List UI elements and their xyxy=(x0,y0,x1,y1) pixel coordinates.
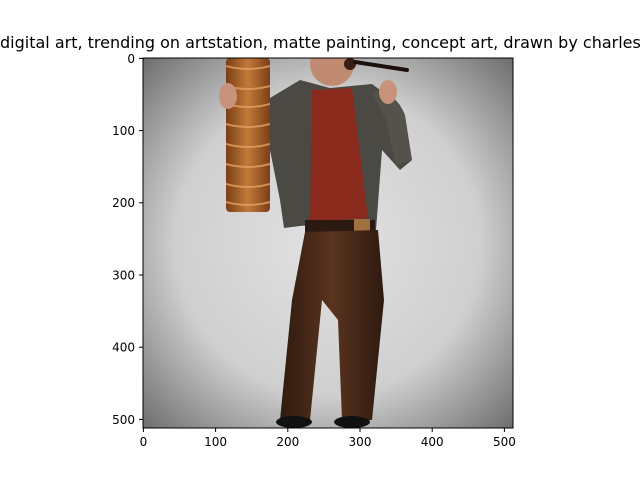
x-tick-label: 300 xyxy=(349,435,372,449)
x-tick-label: 500 xyxy=(493,435,516,449)
axes-frame xyxy=(142,57,514,429)
y-axis: 0 100 200 300 400 500 xyxy=(112,52,143,427)
y-tick-label: 300 xyxy=(112,268,135,282)
y-tick-label: 500 xyxy=(112,413,135,427)
figure-title: digital art, trending on artstation, mat… xyxy=(0,33,640,52)
shirt xyxy=(310,88,368,222)
wooden-stack xyxy=(225,58,271,212)
x-tick-label: 400 xyxy=(421,435,444,449)
y-tick-label: 0 xyxy=(127,52,135,66)
x-axis: 0 100 200 300 400 500 xyxy=(140,428,516,449)
y-tick-label: 400 xyxy=(112,341,135,355)
artwork-image xyxy=(143,58,513,428)
x-tick-label: 100 xyxy=(204,435,227,449)
x-tick-label: 200 xyxy=(276,435,299,449)
y-tick-label: 100 xyxy=(112,124,135,138)
x-tick-label: 0 xyxy=(140,435,148,449)
y-tick-label: 200 xyxy=(112,196,135,210)
trousers xyxy=(280,230,384,420)
